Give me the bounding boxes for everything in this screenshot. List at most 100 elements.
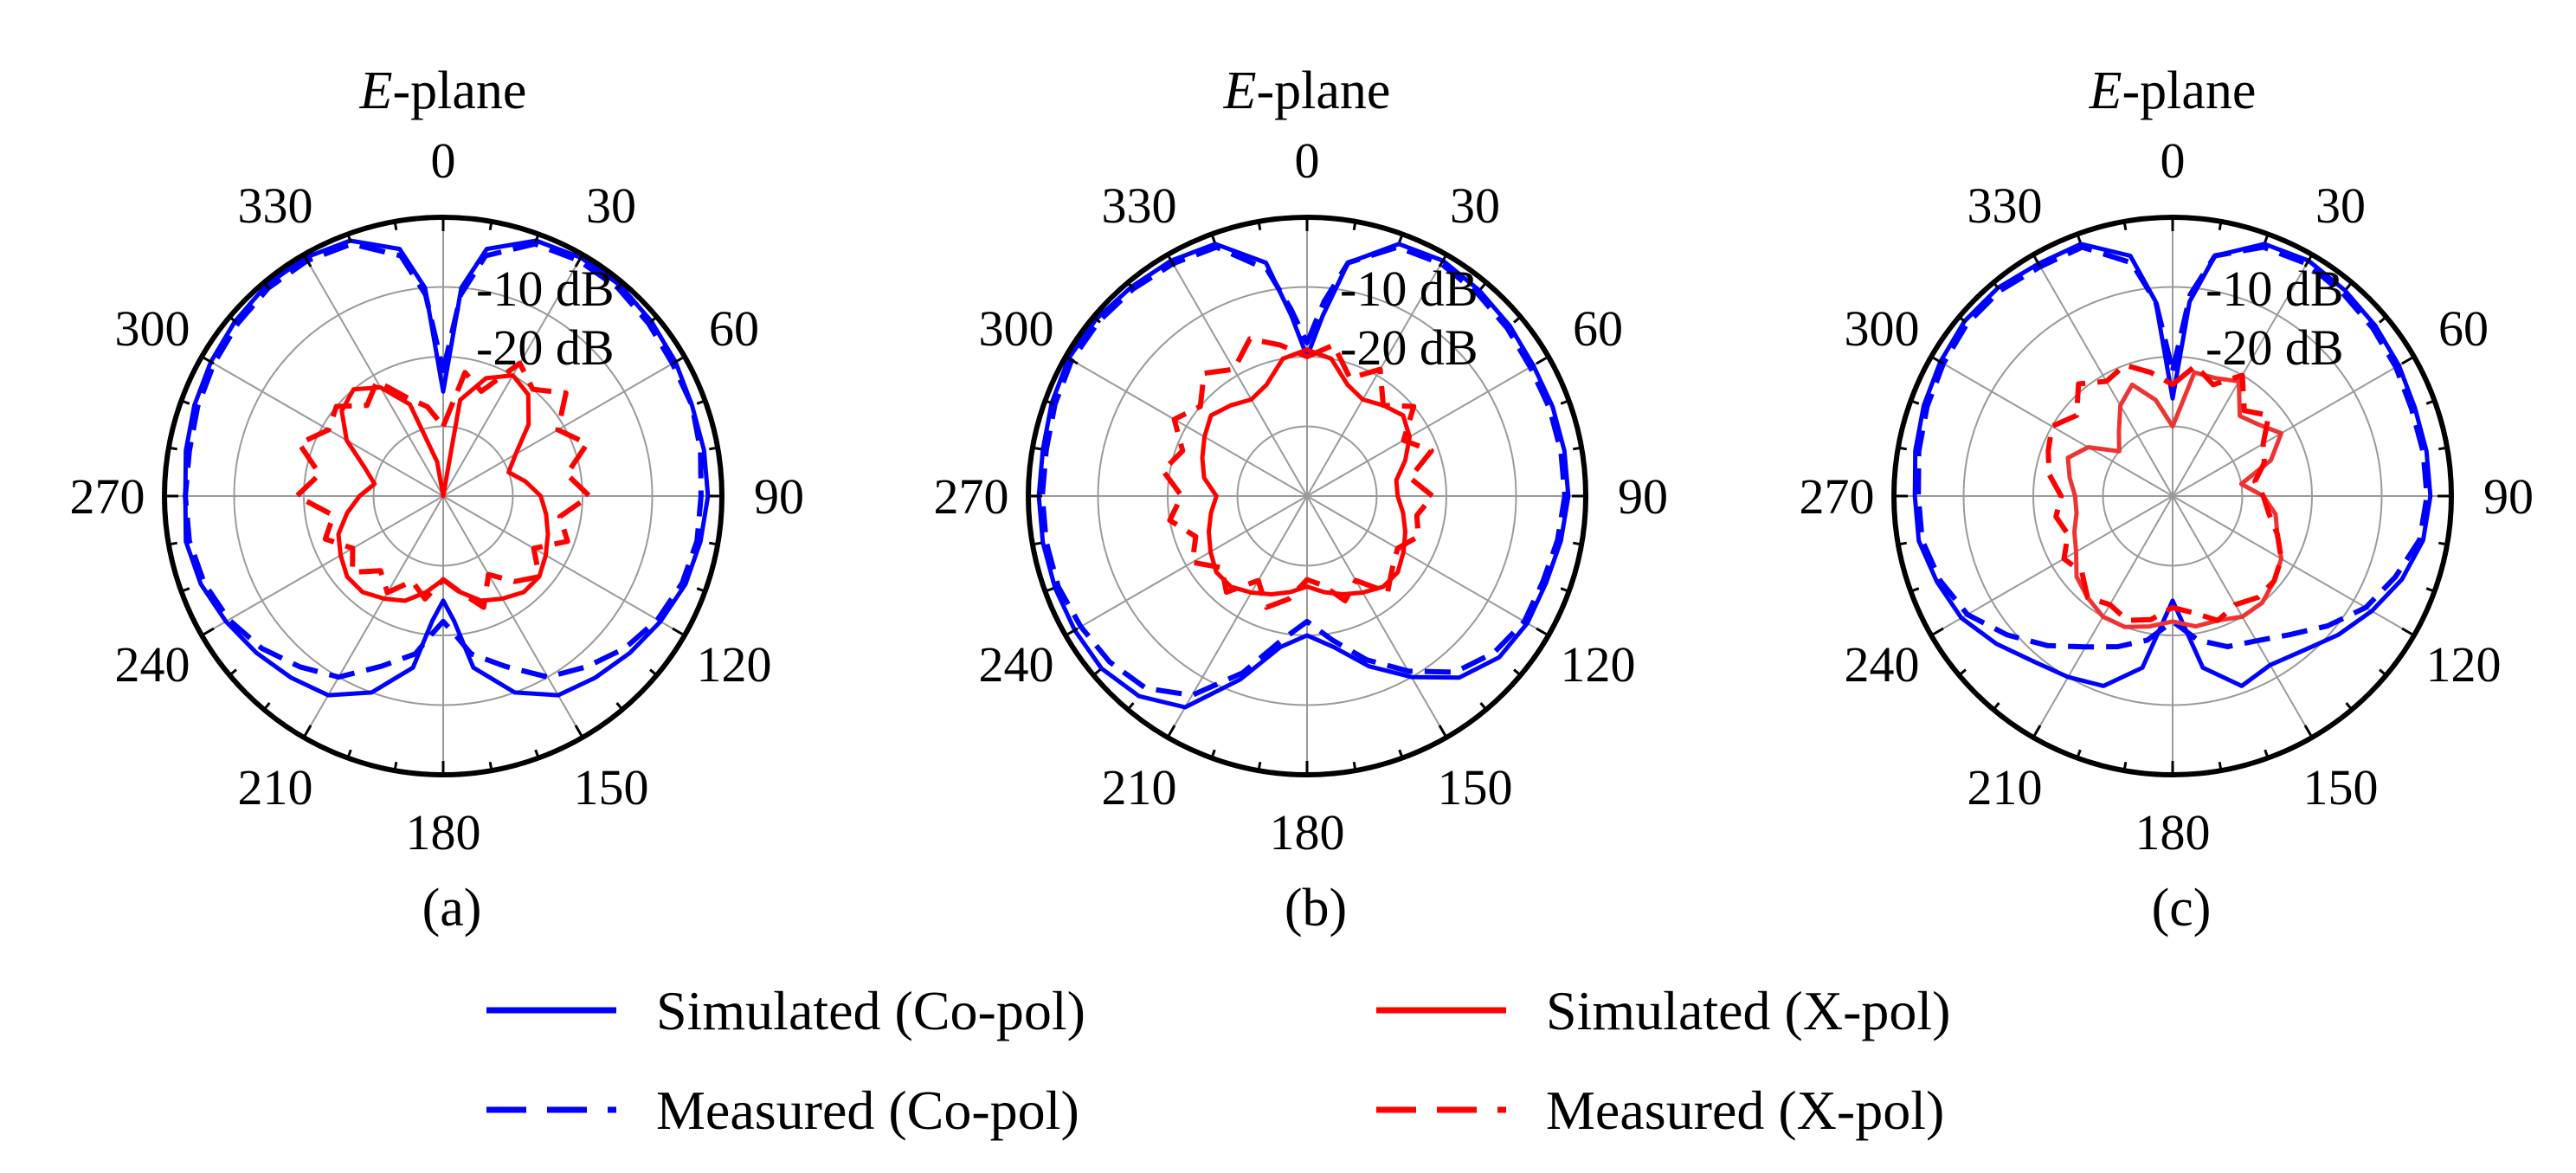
frame-tick <box>1909 399 1920 405</box>
frame-tick <box>229 315 237 324</box>
frame-tick <box>1398 749 1404 759</box>
frame-tick <box>2345 281 2354 290</box>
grid-spoke <box>2172 356 2415 497</box>
frame-tick <box>2303 725 2314 738</box>
polar-panel-3: 0 30 60 90 120 150 180 210 240 270 300 330 -10 dB-20… <box>1800 61 2534 938</box>
ring-label: -20 dB <box>1340 319 1478 376</box>
frame-tick <box>1572 446 1582 451</box>
frame-tick <box>1958 668 1967 677</box>
frame-tick <box>302 254 312 267</box>
frame-tick <box>1438 725 1448 738</box>
grid-spoke <box>1167 495 1308 738</box>
grid-spoke <box>201 495 444 636</box>
frame-tick <box>1044 399 1054 405</box>
series-simulated-co-pol <box>1036 242 1571 710</box>
series-measured-co-pol <box>183 241 704 680</box>
frame-tick <box>2218 761 2223 771</box>
grid-spoke <box>442 495 686 636</box>
frame-tick <box>1257 761 1262 771</box>
frame-tick <box>1032 541 1042 546</box>
frame-tick <box>1930 627 1944 637</box>
series-simulated-x-pol <box>2065 370 2283 629</box>
frame-tick <box>2425 399 2436 405</box>
angle-tick-label: 90 <box>754 468 804 525</box>
frame-tick <box>534 233 540 243</box>
frame-tick <box>1065 355 1079 365</box>
panel-caption: (a) <box>422 879 482 938</box>
angle-tick-label: 90 <box>1618 468 1668 525</box>
frame-tick <box>1257 221 1262 231</box>
legend-label: Simulated (Co-pol) <box>656 980 1085 1041</box>
angle-tick-label: 330 <box>1967 177 2043 234</box>
grid-spoke <box>1930 495 2174 636</box>
grid-spoke <box>442 356 686 497</box>
frame-tick <box>2264 749 2270 759</box>
frame-tick <box>1065 627 1079 637</box>
frame-tick <box>1897 541 1908 546</box>
angle-tick-label: 180 <box>406 804 481 860</box>
frame-tick <box>1536 627 1549 637</box>
legend-label: Simulated (X-pol) <box>1546 980 1950 1041</box>
panel-title-italic: E <box>2089 61 2122 120</box>
series-measured-x-pol <box>1160 336 1435 610</box>
angle-tick-label: 120 <box>1561 636 1636 693</box>
angle-tick-label: 60 <box>709 300 759 357</box>
frame-tick <box>302 725 312 738</box>
frame-tick <box>574 254 584 267</box>
angle-tick-label: 120 <box>2426 636 2502 693</box>
frame-tick <box>1352 761 1357 771</box>
angle-tick-label: 30 <box>1450 177 1500 234</box>
polar-panel-1: 0 30 60 90 120 150 180 210 240 270 300 330 -10 dB-20… <box>70 61 805 938</box>
frame-tick <box>2122 761 2128 771</box>
ring-label: -20 dB <box>476 319 615 376</box>
frame-tick <box>1992 702 2000 711</box>
angle-tick-label: 0 <box>431 132 456 189</box>
series-simulated-x-pol <box>1200 347 1412 596</box>
frame-tick <box>1930 355 1944 365</box>
frame-tick <box>2401 627 2415 637</box>
angle-tick-label: 60 <box>1573 300 1623 357</box>
grid-spoke <box>2032 254 2174 497</box>
polar-panel-2: 0 30 60 90 120 150 180 210 240 270 300 330 -10 dB-20… <box>934 61 1669 938</box>
frame-tick <box>1166 254 1176 267</box>
grid-spoke <box>2172 495 2415 636</box>
grid-spoke <box>1930 356 2174 497</box>
frame-tick <box>1479 702 1488 711</box>
angle-tick-label: 240 <box>978 636 1053 693</box>
grid-spoke <box>442 495 583 738</box>
frame-tick <box>2438 541 2448 546</box>
frame-tick <box>2303 254 2314 267</box>
frame-tick <box>2401 355 2415 365</box>
frame-tick <box>1166 725 1176 738</box>
frame-tick <box>574 725 584 738</box>
frame-tick <box>2076 749 2082 759</box>
angle-tick-label: 240 <box>114 636 190 693</box>
frame-tick <box>1909 587 1920 593</box>
frame-tick <box>393 221 398 231</box>
frame-tick <box>696 399 706 405</box>
frame-tick <box>168 541 178 546</box>
frame-tick <box>2122 221 2128 231</box>
frame-tick <box>2076 233 2082 243</box>
series-measured-x-pol <box>2045 362 2284 623</box>
frame-tick <box>1044 587 1054 593</box>
angle-tick-label: 210 <box>238 759 313 815</box>
grid-spoke <box>1306 254 1447 497</box>
frame-tick <box>2425 587 2436 593</box>
panel-title: E-plane <box>359 61 527 120</box>
frame-tick <box>1210 749 1216 759</box>
frame-tick <box>2438 446 2448 451</box>
angle-tick-label: 270 <box>934 468 1009 525</box>
angle-tick-label: 0 <box>2161 132 2186 189</box>
panel-title-italic: E <box>1223 61 1257 120</box>
grid-spoke <box>1065 356 1308 497</box>
grid-spoke <box>1065 495 1308 636</box>
frame-tick <box>488 761 493 771</box>
panel-title-italic: E <box>359 61 393 120</box>
angle-tick-label: 60 <box>2438 300 2489 357</box>
frame-tick <box>2379 315 2387 324</box>
angle-tick-label: 180 <box>2135 804 2211 860</box>
angle-tick-label: 270 <box>70 468 145 525</box>
frame-tick <box>1092 315 1101 324</box>
